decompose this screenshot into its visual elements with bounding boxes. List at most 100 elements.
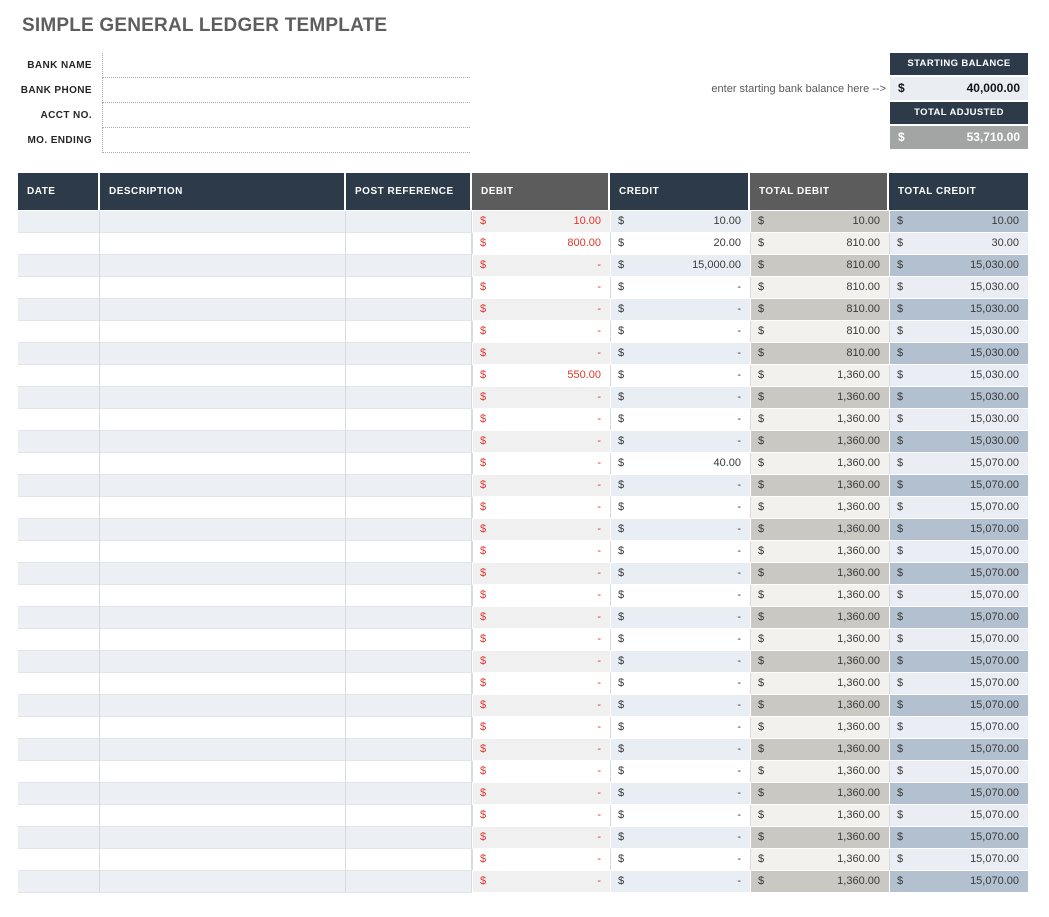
description-cell[interactable] <box>100 607 346 629</box>
description-cell[interactable] <box>100 739 346 761</box>
credit-cell[interactable]: $ - <box>610 343 750 365</box>
date-cell[interactable] <box>18 277 100 299</box>
description-cell[interactable] <box>100 805 346 827</box>
total-credit-cell[interactable]: $15,070.00 <box>889 563 1028 585</box>
total-credit-cell[interactable]: $15,070.00 <box>889 761 1028 783</box>
post-reference-cell[interactable] <box>346 827 472 849</box>
mo-ending-input[interactable] <box>102 128 470 153</box>
total-debit-cell[interactable]: $1,360.00 <box>750 541 889 563</box>
total-credit-cell[interactable]: $15,070.00 <box>889 849 1028 871</box>
credit-cell[interactable]: $ - <box>610 365 750 387</box>
date-cell[interactable] <box>18 541 100 563</box>
debit-cell[interactable]: $ - <box>472 277 610 299</box>
post-reference-cell[interactable] <box>346 255 472 277</box>
total-credit-cell[interactable]: $15,070.00 <box>889 827 1028 849</box>
debit-cell[interactable]: $ - <box>472 629 610 651</box>
date-cell[interactable] <box>18 387 100 409</box>
total-credit-cell[interactable]: $15,070.00 <box>889 453 1028 475</box>
total-credit-cell[interactable]: $15,070.00 <box>889 695 1028 717</box>
total-credit-cell[interactable]: $15,070.00 <box>889 717 1028 739</box>
bank-name-input[interactable] <box>102 53 470 78</box>
credit-cell[interactable]: $ - <box>610 519 750 541</box>
debit-cell[interactable]: $ - <box>472 475 610 497</box>
description-cell[interactable] <box>100 585 346 607</box>
post-reference-cell[interactable] <box>346 651 472 673</box>
post-reference-cell[interactable] <box>346 343 472 365</box>
total-credit-cell[interactable]: $15,070.00 <box>889 629 1028 651</box>
total-debit-cell[interactable]: $1,360.00 <box>750 497 889 519</box>
post-reference-cell[interactable] <box>346 585 472 607</box>
description-cell[interactable] <box>100 365 346 387</box>
post-reference-cell[interactable] <box>346 629 472 651</box>
post-reference-cell[interactable] <box>346 761 472 783</box>
debit-cell[interactable]: $ - <box>472 717 610 739</box>
total-debit-cell[interactable]: $1,360.00 <box>750 651 889 673</box>
description-cell[interactable] <box>100 277 346 299</box>
credit-cell[interactable]: $20.00 <box>610 233 750 255</box>
total-credit-cell[interactable]: $15,030.00 <box>889 365 1028 387</box>
description-cell[interactable] <box>100 717 346 739</box>
debit-cell[interactable]: $ - <box>472 761 610 783</box>
date-cell[interactable] <box>18 475 100 497</box>
total-debit-cell[interactable]: $1,360.00 <box>750 409 889 431</box>
total-credit-cell[interactable]: $15,070.00 <box>889 783 1028 805</box>
date-cell[interactable] <box>18 211 100 233</box>
date-cell[interactable] <box>18 321 100 343</box>
credit-cell[interactable]: $ - <box>610 475 750 497</box>
date-cell[interactable] <box>18 519 100 541</box>
description-cell[interactable] <box>100 519 346 541</box>
total-debit-cell[interactable]: $1,360.00 <box>750 629 889 651</box>
post-reference-cell[interactable] <box>346 717 472 739</box>
credit-cell[interactable]: $ - <box>610 805 750 827</box>
debit-cell[interactable]: $800.00 <box>472 233 610 255</box>
debit-cell[interactable]: $ - <box>472 409 610 431</box>
total-debit-cell[interactable]: $1,360.00 <box>750 827 889 849</box>
date-cell[interactable] <box>18 563 100 585</box>
total-debit-cell[interactable]: $1,360.00 <box>750 607 889 629</box>
debit-cell[interactable]: $ - <box>472 673 610 695</box>
credit-cell[interactable]: $ - <box>610 563 750 585</box>
date-cell[interactable] <box>18 585 100 607</box>
date-cell[interactable] <box>18 409 100 431</box>
debit-cell[interactable]: $ - <box>472 497 610 519</box>
credit-cell[interactable]: $ - <box>610 783 750 805</box>
total-debit-cell[interactable]: $1,360.00 <box>750 739 889 761</box>
total-debit-cell[interactable]: $810.00 <box>750 255 889 277</box>
debit-cell[interactable]: $ - <box>472 321 610 343</box>
debit-cell[interactable]: $ - <box>472 827 610 849</box>
credit-cell[interactable]: $ - <box>610 321 750 343</box>
starting-balance-cell[interactable]: $ 40,000.00 <box>890 77 1028 100</box>
debit-cell[interactable]: $ - <box>472 563 610 585</box>
credit-cell[interactable]: $ - <box>610 629 750 651</box>
date-cell[interactable] <box>18 607 100 629</box>
credit-cell[interactable]: $ - <box>610 387 750 409</box>
post-reference-cell[interactable] <box>346 673 472 695</box>
post-reference-cell[interactable] <box>346 563 472 585</box>
debit-cell[interactable]: $10.00 <box>472 211 610 233</box>
post-reference-cell[interactable] <box>346 695 472 717</box>
credit-cell[interactable]: $ - <box>610 651 750 673</box>
total-debit-cell[interactable]: $1,360.00 <box>750 695 889 717</box>
credit-cell[interactable]: $40.00 <box>610 453 750 475</box>
credit-cell[interactable]: $10.00 <box>610 211 750 233</box>
total-credit-cell[interactable]: $15,070.00 <box>889 607 1028 629</box>
date-cell[interactable] <box>18 255 100 277</box>
total-credit-cell[interactable]: $15,030.00 <box>889 343 1028 365</box>
total-credit-cell[interactable]: $15,070.00 <box>889 871 1028 893</box>
credit-cell[interactable]: $ - <box>610 695 750 717</box>
post-reference-cell[interactable] <box>346 277 472 299</box>
debit-cell[interactable]: $ - <box>472 805 610 827</box>
credit-cell[interactable]: $ - <box>610 431 750 453</box>
description-cell[interactable] <box>100 761 346 783</box>
credit-cell[interactable]: $ - <box>610 409 750 431</box>
credit-cell[interactable]: $ - <box>610 849 750 871</box>
total-debit-cell[interactable]: $1,360.00 <box>750 585 889 607</box>
credit-cell[interactable]: $15,000.00 <box>610 255 750 277</box>
total-credit-cell[interactable]: $15,030.00 <box>889 255 1028 277</box>
credit-cell[interactable]: $ - <box>610 277 750 299</box>
total-credit-cell[interactable]: $15,030.00 <box>889 431 1028 453</box>
description-cell[interactable] <box>100 453 346 475</box>
description-cell[interactable] <box>100 255 346 277</box>
credit-cell[interactable]: $ - <box>610 299 750 321</box>
debit-cell[interactable]: $ - <box>472 849 610 871</box>
